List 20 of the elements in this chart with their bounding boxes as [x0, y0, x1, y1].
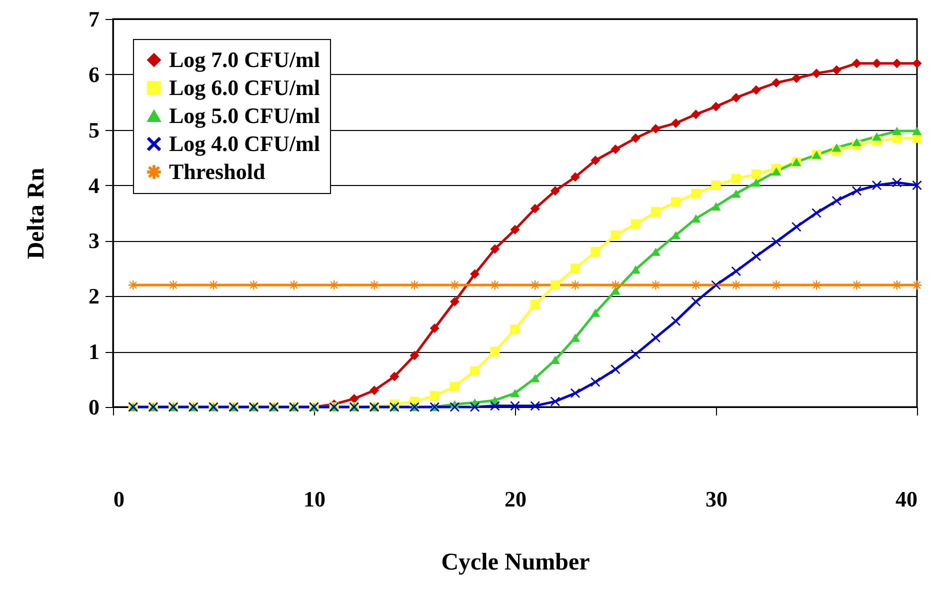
y-tick-label: 5: [88, 117, 100, 142]
x-tick-label: 0: [114, 486, 124, 512]
y-tick-label: 4: [88, 172, 100, 198]
legend-label: Threshold: [169, 159, 266, 184]
legend-label: Log 4.0 CFU/ml: [169, 131, 320, 156]
y-tick-label: 3: [88, 228, 100, 254]
x-tick-label: 10: [304, 486, 326, 512]
y-tick-label: 2: [88, 284, 100, 309]
y-axis-title: Delta Rn: [24, 168, 50, 260]
y-tick-label: 7: [88, 6, 100, 32]
legend-label: Log 6.0 CFU/ml: [169, 75, 320, 100]
legend-label: Log 5.0 CFU/ml: [169, 103, 320, 128]
y-tick-label: 1: [88, 339, 100, 364]
x-tick-label: 30: [706, 486, 728, 512]
legend-label: Log 7.0 CFU/ml: [169, 47, 320, 72]
x-tick-label: 40: [896, 486, 918, 512]
y-tick-label: 6: [88, 62, 100, 87]
x-tick-label: 20: [504, 486, 526, 512]
y-tick-label: 0: [88, 394, 100, 420]
x-axis-title: Cycle Number: [441, 550, 590, 576]
